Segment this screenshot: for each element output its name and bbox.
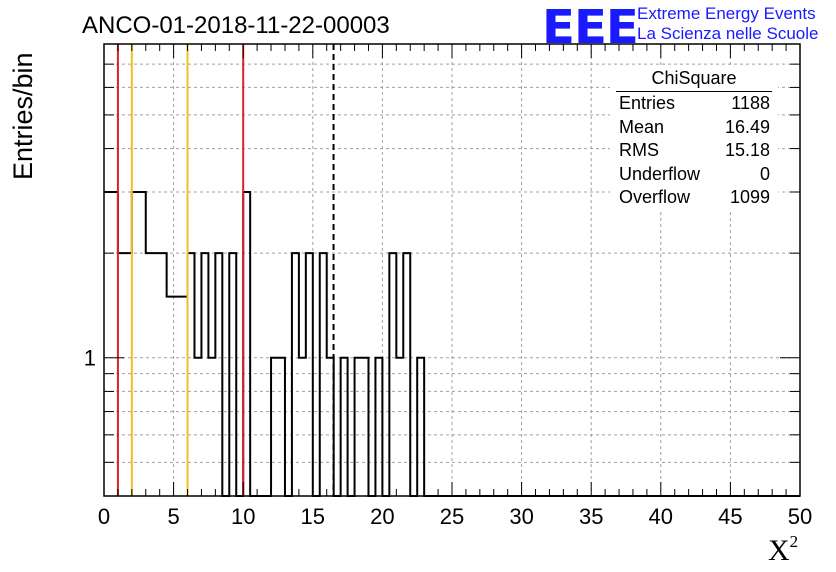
stats-value: 16.49: [724, 116, 770, 137]
x-tick-label: 10: [231, 504, 255, 529]
logo-line-1: Extreme Energy Events: [637, 4, 816, 23]
stats-row-underflow: Underflow 0: [610, 163, 778, 187]
x-tick-label: 5: [167, 504, 179, 529]
stats-row-entries: Entries 1188: [610, 92, 778, 116]
stats-value: 1188: [731, 93, 770, 113]
stats-row-mean: Mean 16.49: [610, 116, 778, 140]
stats-label: Mean: [619, 116, 665, 137]
axes: 0 5 10 15 20 25 30 35 40 45 50 1: [84, 43, 812, 529]
logo-eee: EEE: [542, 0, 639, 54]
stats-row-overflow: Overflow 1099: [610, 186, 778, 210]
stats-label: Overflow: [619, 187, 691, 208]
logo-line-2: La Scienza nelle Scuole: [637, 24, 819, 43]
stats-row-rms: RMS 15.18: [610, 139, 778, 163]
stats-label: RMS: [619, 140, 659, 161]
stats-label: Underflow: [619, 163, 701, 184]
x-tick-label: 45: [718, 504, 742, 529]
x-tick-label: 40: [649, 504, 673, 529]
x-axis-label-sup: 2: [789, 532, 799, 551]
stats-value: 1099: [729, 187, 770, 208]
y-tick-label: 1: [84, 346, 96, 371]
x-tick-label: 50: [788, 504, 812, 529]
x-tick-label: 0: [98, 504, 110, 529]
stats-label: Entries: [619, 93, 676, 113]
x-tick-label: 25: [440, 504, 464, 529]
x-axis-label: X2: [768, 532, 799, 568]
x-tick-label: 20: [370, 504, 394, 529]
stats-value: 15.18: [724, 140, 770, 161]
marker-lines: [116, 44, 335, 496]
stats-box: ChiSquare Entries 1188 Mean 16.49 RMS 15…: [610, 66, 778, 210]
x-tick-label: 15: [301, 504, 325, 529]
x-tick-label: 30: [509, 504, 533, 529]
stats-value: 0: [759, 163, 770, 184]
stats-box-title: ChiSquare: [616, 66, 772, 92]
x-tick-label: 35: [579, 504, 603, 529]
chart-title: ANCO-01-2018-11-22-00003: [82, 12, 390, 39]
y-axis-label: Entries/bin: [8, 52, 38, 180]
x-axis-label-base: X: [768, 534, 790, 567]
